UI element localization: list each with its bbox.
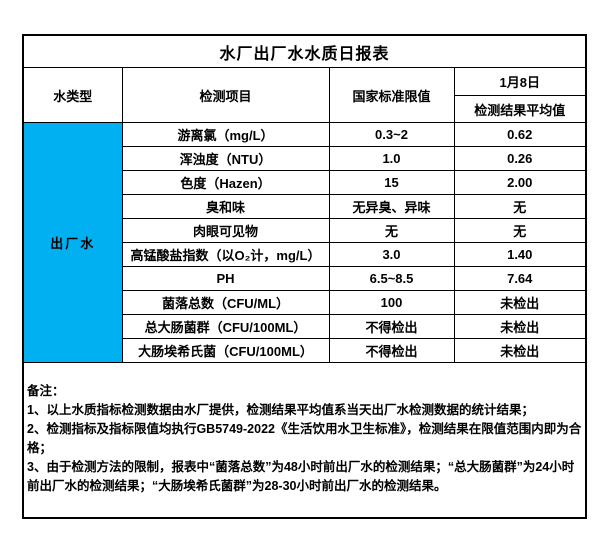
item-name-cell: 高锰酸盐指数（以O₂计，mg/L）: [121, 242, 330, 267]
table-row: 菌落总数（CFU/ML） 100 未检出: [23, 290, 587, 315]
limit-cell: 无: [328, 218, 455, 243]
table-row: 高锰酸盐指数（以O₂计，mg/L） 3.0 1.40: [23, 242, 587, 267]
item-name-cell: 总大肠菌群（CFU/100ML）: [121, 314, 330, 339]
item-name-cell: 大肠埃希氏菌（CFU/100ML）: [121, 338, 330, 363]
table-row: 肉眼可见物 无 无: [23, 218, 587, 243]
limit-cell: 6.5~8.5: [328, 266, 455, 291]
header-date: 1月8日: [453, 67, 587, 96]
page-title: 水厂出厂水水质日报表: [22, 34, 587, 68]
result-cell: 2.00: [453, 170, 587, 195]
result-cell: 无: [453, 218, 587, 243]
result-cell: 无: [453, 194, 587, 219]
item-name-cell: PH: [121, 266, 330, 291]
table-row: 浑浊度（NTU） 1.0 0.26: [23, 146, 587, 171]
item-name-cell: 游离氯（mg/L）: [121, 122, 330, 147]
table-row: 大肠埃希氏菌（CFU/100ML） 不得检出 未检出: [23, 338, 587, 363]
header-row: 水类型 检测项目 国家标准限值 1月8日: [22, 67, 587, 123]
result-cell: 未检出: [453, 290, 587, 315]
table-row: 总大肠菌群（CFU/100ML） 不得检出 未检出: [23, 314, 587, 339]
limit-cell: 无异臭、异味: [328, 194, 455, 219]
header-subrow: 检测结果平均值: [23, 95, 587, 123]
table-row: 臭和味 无异臭、异味 无: [23, 194, 587, 219]
item-name-cell: 肉眼可见物: [121, 218, 330, 243]
limit-cell: 3.0: [328, 242, 455, 267]
notes-label: 备注：: [27, 384, 65, 398]
notes-cell: 备注： 1、以上水质指标检测数据由水厂提供，检测结果平均值系当天出厂水检测数据的…: [22, 362, 587, 519]
note-line-2: 2、检测指标及指标限值均执行GB5749-2022《生活饮用水卫生标准》，检测结…: [27, 422, 582, 455]
header-test-item: 检测项目: [121, 67, 330, 123]
result-cell: 0.26: [453, 146, 587, 171]
result-cell: 1.40: [453, 242, 587, 267]
item-name-cell: 浑浊度（NTU）: [121, 146, 330, 171]
limit-cell: 0.3~2: [328, 122, 455, 147]
item-name-cell: 色度（Hazen）: [121, 170, 330, 195]
notes-row: 备注： 1、以上水质指标检测数据由水厂提供，检测结果平均值系当天出厂水检测数据的…: [22, 362, 587, 519]
note-line-1: 1、以上水质指标检测数据由水厂提供，检测结果平均值系当天出厂水检测数据的统计结果…: [27, 403, 534, 417]
water-type-cell: 出厂水: [22, 122, 123, 363]
item-name-cell: 菌落总数（CFU/ML）: [121, 290, 330, 315]
note-line-3: 3、由于检测方法的限制，报表中“菌落总数”为48小时前出厂水的检测结果；“总大肠…: [27, 460, 575, 493]
table-row: 出厂水 游离氯（mg/L） 0.3~2 0.62: [22, 122, 587, 363]
header-result-avg: 检测结果平均值: [453, 95, 587, 123]
water-quality-report-table: 水厂出厂水水质日报表 水类型 检测项目 国家标准限值 1月8日 检测结果平均值 …: [22, 34, 588, 519]
limit-cell: 100: [328, 290, 455, 315]
limit-cell: 1.0: [328, 146, 455, 171]
table-row: PH 6.5~8.5 7.64: [23, 266, 587, 291]
header-national-limit: 国家标准限值: [328, 67, 455, 123]
result-cell: 未检出: [453, 314, 587, 339]
result-cell: 7.64: [453, 266, 587, 291]
limit-cell: 不得检出: [328, 338, 455, 363]
limit-cell: 15: [328, 170, 455, 195]
item-name-cell: 臭和味: [121, 194, 330, 219]
limit-cell: 不得检出: [328, 314, 455, 339]
result-cell: 0.62: [453, 122, 587, 147]
title-row: 水厂出厂水水质日报表: [22, 34, 587, 68]
table-row: 色度（Hazen） 15 2.00: [23, 170, 587, 195]
header-water-type: 水类型: [22, 67, 123, 123]
result-cell: 未检出: [453, 338, 587, 363]
